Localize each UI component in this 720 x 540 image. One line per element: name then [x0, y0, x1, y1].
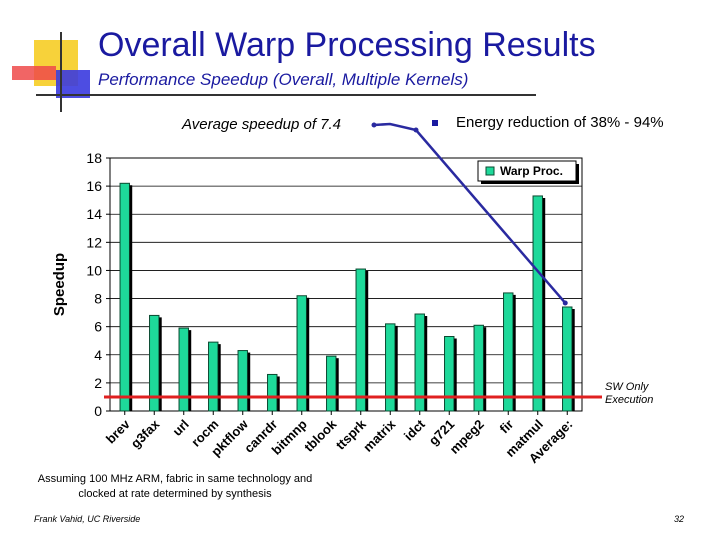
x-tick-label: matrix — [360, 416, 399, 455]
sw-only-label: SW Only Execution — [605, 381, 654, 406]
x-tick-label: tblook — [301, 416, 340, 455]
deco-red-bar — [12, 66, 56, 80]
y-tick-label: 8 — [94, 291, 102, 307]
pointer-dot-end — [562, 300, 568, 306]
slide-subtitle: Performance Speedup (Overall, Multiple K… — [98, 70, 469, 89]
bar — [562, 306, 573, 412]
y-tick-label: 10 — [86, 262, 102, 278]
annotation-layer — [104, 122, 602, 399]
y-tick-label: 14 — [86, 206, 102, 222]
pointer-dot-mid — [413, 127, 419, 133]
x-tick-label: fir — [497, 417, 517, 437]
pointer-dot-start — [371, 122, 377, 128]
bars-layer — [119, 182, 575, 412]
y-tick-label: 18 — [86, 150, 102, 166]
bar — [296, 295, 307, 412]
x-tick-label: g3fax — [128, 416, 163, 451]
author-footer: Frank Vahid, UC Riverside — [34, 514, 141, 524]
bar — [267, 373, 278, 412]
bullet-square-icon — [432, 120, 438, 126]
slide-title: Overall Warp Processing Results — [98, 26, 596, 64]
y-tick-label: 12 — [86, 234, 102, 250]
y-tick-label: 6 — [94, 319, 102, 335]
y-tick-label: 16 — [86, 178, 102, 194]
legend-label: Warp Proc. — [500, 164, 563, 178]
average-pointer-line — [373, 122, 567, 304]
x-tick-label: url — [170, 417, 192, 439]
bar — [119, 182, 130, 412]
energy-reduction-bullet: Energy reduction of 38% - 94% — [456, 114, 664, 131]
page-number: 32 — [674, 514, 685, 524]
bar — [503, 292, 514, 412]
y-tick-label: 2 — [94, 375, 102, 391]
bar — [237, 350, 248, 412]
bar — [178, 327, 189, 412]
bar — [326, 355, 337, 412]
legend-box — [477, 160, 577, 182]
footnote: Assuming 100 MHz ARM, fabric in same tec… — [37, 473, 313, 500]
legend-swatch — [485, 166, 495, 176]
chart-legend: Warp Proc. — [477, 160, 579, 184]
y-tick-label: 0 — [94, 403, 102, 419]
deco-horizontal-line — [36, 94, 536, 96]
x-tick-label: idct — [401, 416, 428, 443]
deco-vertical-line — [60, 32, 62, 112]
bar — [444, 336, 455, 412]
bar — [355, 268, 366, 412]
bar — [208, 341, 219, 412]
bar — [532, 195, 543, 412]
average-speedup-note: Average speedup of 7.4 — [182, 116, 342, 133]
y-tick-label: 4 — [94, 347, 102, 363]
y-axis-label: Speedup — [51, 253, 68, 316]
